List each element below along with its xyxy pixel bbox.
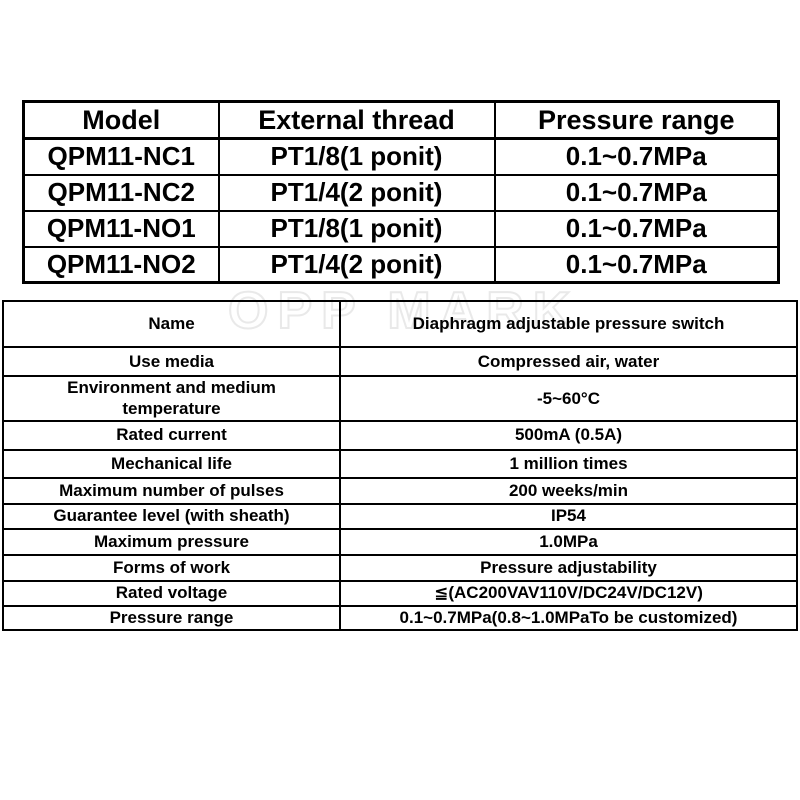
spec-label: Rated voltage bbox=[2, 579, 341, 607]
spec-value: IP54 bbox=[339, 502, 798, 530]
spec-row: Rated current 500mA (0.5A) bbox=[2, 419, 798, 451]
spec-value: Pressure adjustability bbox=[339, 553, 798, 582]
spec-row: Use media Compressed air, water bbox=[2, 346, 798, 377]
model-cell: QPM11-NC1 bbox=[22, 137, 220, 176]
spec-row: Forms of work Pressure adjustability bbox=[2, 553, 798, 582]
table-row: QPM11-NC1 PT1/8(1 ponit) 0.1~0.7MPa bbox=[22, 137, 780, 176]
spec-label: Use media bbox=[2, 346, 341, 377]
spec-value: 200 weeks/min bbox=[339, 476, 798, 505]
spec-label: Mechanical life bbox=[2, 448, 341, 479]
pressure-cell: 0.1~0.7MPa bbox=[493, 245, 780, 284]
spec-row: Guarantee level (with sheath) IP54 bbox=[2, 502, 798, 530]
spec-value: 0.1~0.7MPa(0.8~1.0MPaTo be customized) bbox=[339, 604, 798, 631]
table-row: QPM11-NO1 PT1/8(1 ponit) 0.1~0.7MPa bbox=[22, 209, 780, 248]
thread-cell: PT1/8(1 ponit) bbox=[217, 137, 496, 176]
spec-value: Diaphragm adjustable pressure switch bbox=[339, 300, 798, 348]
spec-row: Maximum number of pulses 200 weeks/min bbox=[2, 476, 798, 505]
model-table-header-model: Model bbox=[22, 100, 220, 140]
spec-label: Maximum pressure bbox=[2, 527, 341, 556]
spec-value: ≦(AC200VAV110V/DC24V/DC12V) bbox=[339, 579, 798, 607]
spec-label-text: Environment and medium temperature bbox=[67, 378, 276, 419]
model-cell: QPM11-NC2 bbox=[22, 173, 220, 212]
pressure-cell: 0.1~0.7MPa bbox=[493, 137, 780, 176]
pressure-cell: 0.1~0.7MPa bbox=[493, 173, 780, 212]
spec-label: Forms of work bbox=[2, 553, 341, 582]
model-table: Model External thread Pressure range QPM… bbox=[22, 100, 780, 284]
spec-row: Pressure range 0.1~0.7MPa(0.8~1.0MPaTo b… bbox=[2, 604, 798, 631]
model-table-header-row: Model External thread Pressure range bbox=[22, 100, 780, 140]
spec-label: Environment and medium temperature bbox=[2, 375, 341, 422]
spec-row: Name Diaphragm adjustable pressure switc… bbox=[2, 300, 798, 348]
spec-row: Environment and medium temperature -5~60… bbox=[2, 375, 798, 422]
model-table-header-pressure: Pressure range bbox=[493, 100, 780, 140]
thread-cell: PT1/4(2 ponit) bbox=[217, 245, 496, 284]
pressure-cell: 0.1~0.7MPa bbox=[493, 209, 780, 248]
spec-row: Mechanical life 1 million times bbox=[2, 448, 798, 479]
spec-value: -5~60°C bbox=[339, 375, 798, 422]
spec-row: Maximum pressure 1.0MPa bbox=[2, 527, 798, 556]
spec-row: Rated voltage ≦(AC200VAV110V/DC24V/DC12V… bbox=[2, 579, 798, 607]
model-cell: QPM11-NO2 bbox=[22, 245, 220, 284]
spec-value: 1 million times bbox=[339, 448, 798, 479]
spec-label: Pressure range bbox=[2, 604, 341, 631]
thread-cell: PT1/4(2 ponit) bbox=[217, 173, 496, 212]
spec-table: Name Diaphragm adjustable pressure switc… bbox=[2, 300, 798, 631]
table-row: QPM11-NC2 PT1/4(2 ponit) 0.1~0.7MPa bbox=[22, 173, 780, 212]
spec-value: 1.0MPa bbox=[339, 527, 798, 556]
spec-label: Rated current bbox=[2, 419, 341, 451]
spec-label: Name bbox=[2, 300, 341, 348]
table-row: QPM11-NO2 PT1/4(2 ponit) 0.1~0.7MPa bbox=[22, 245, 780, 284]
spec-value: Compressed air, water bbox=[339, 346, 798, 377]
model-cell: QPM11-NO1 bbox=[22, 209, 220, 248]
spec-value: 500mA (0.5A) bbox=[339, 419, 798, 451]
model-table-header-thread: External thread bbox=[217, 100, 496, 140]
spec-label: Guarantee level (with sheath) bbox=[2, 502, 341, 530]
spec-label: Maximum number of pulses bbox=[2, 476, 341, 505]
thread-cell: PT1/8(1 ponit) bbox=[217, 209, 496, 248]
